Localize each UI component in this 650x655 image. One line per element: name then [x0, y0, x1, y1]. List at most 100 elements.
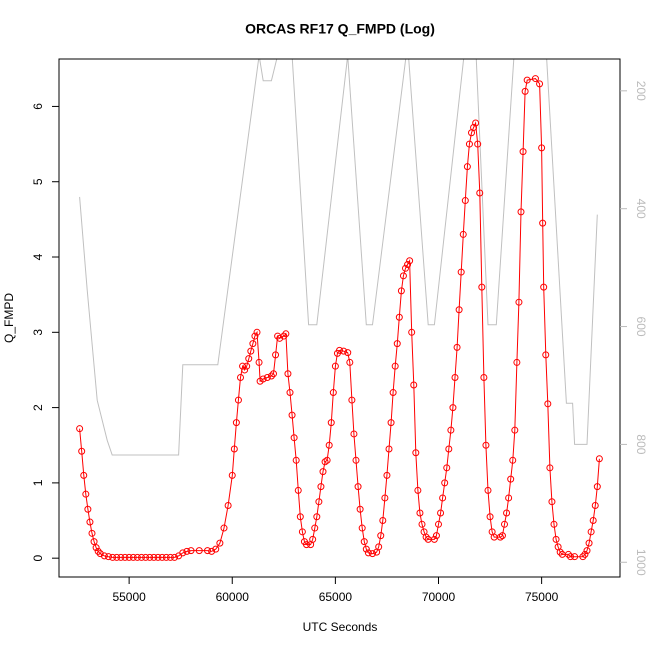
data-point [451, 373, 459, 381]
data-point [496, 533, 504, 541]
data-point [313, 513, 321, 521]
data-point [404, 261, 412, 269]
data-point [86, 518, 94, 526]
data-point [536, 80, 544, 88]
data-point [255, 358, 263, 366]
data-point [237, 373, 244, 381]
data-point [443, 464, 451, 472]
data-point [220, 524, 228, 532]
data-point [519, 148, 527, 156]
data-point [505, 494, 513, 502]
data-point [216, 539, 224, 547]
data-point [595, 455, 603, 463]
data-point [515, 298, 523, 306]
data-point [379, 517, 387, 525]
data-point [480, 373, 488, 381]
data-point [319, 468, 327, 476]
data-point [377, 532, 385, 540]
data-point [282, 330, 290, 338]
data-point [461, 197, 469, 205]
data-point [432, 532, 440, 540]
data-point [383, 471, 391, 479]
data-point [465, 140, 473, 148]
data-point [542, 351, 550, 359]
data-point [513, 358, 521, 366]
data-point [92, 544, 100, 552]
data-point [552, 535, 560, 543]
data-point [521, 87, 529, 95]
data-point [171, 553, 178, 561]
x-tick-label: 75000 [525, 590, 559, 604]
data-point [408, 328, 416, 336]
data-point [90, 538, 98, 546]
data-point [84, 505, 92, 513]
plot-frame [58, 58, 621, 578]
data-point [391, 362, 399, 370]
data-point [472, 119, 480, 127]
data-point [323, 456, 331, 464]
data-point [259, 375, 267, 383]
plot-area [76, 59, 603, 561]
data-point [354, 483, 362, 491]
data-point [410, 381, 418, 389]
data-point [445, 445, 453, 453]
data-point [298, 528, 306, 536]
data-point [166, 553, 174, 561]
y2-tick-label: 600 [634, 317, 648, 337]
data-point [129, 553, 137, 561]
data-point [78, 447, 86, 455]
data-point [270, 370, 277, 378]
data-point [389, 389, 397, 397]
y2-tick-label: 1000 [634, 549, 648, 576]
data-point [362, 545, 370, 553]
data-point [437, 509, 445, 517]
x-tick-label: 60000 [216, 590, 250, 604]
y-tick-label: 1 [31, 479, 45, 486]
data-point [80, 471, 88, 479]
data-point [482, 441, 490, 449]
data-point [381, 494, 389, 502]
data-point [509, 456, 517, 464]
secondary-line [79, 59, 598, 456]
data-point [195, 547, 203, 555]
data-point [146, 553, 154, 561]
data-point [249, 340, 257, 348]
data-point [251, 332, 259, 340]
data-point [109, 553, 117, 561]
data-point [476, 189, 484, 197]
data-point [591, 501, 599, 509]
data-point [329, 389, 337, 397]
chart-title: ORCAS RF17 Q_FMPD (Log) [245, 21, 435, 37]
data-point [76, 425, 84, 433]
data-line [79, 78, 600, 558]
x-tick-label: 55000 [112, 590, 146, 604]
data-point [544, 400, 552, 408]
data-point [556, 548, 564, 556]
data-point [350, 430, 358, 438]
data-point [245, 355, 253, 363]
data-point [346, 358, 354, 366]
data-point [317, 483, 325, 491]
data-point [331, 362, 339, 370]
x-tick-label: 70000 [422, 590, 456, 604]
data-point [356, 505, 364, 513]
data-point [187, 547, 195, 555]
data-point [336, 346, 343, 354]
data-point [179, 549, 187, 557]
data-point [511, 426, 519, 434]
x-axis-label: UTC Seconds [303, 620, 378, 634]
data-point [311, 524, 319, 532]
data-point [234, 396, 242, 404]
data-point [453, 343, 461, 351]
data-point [105, 553, 112, 561]
data-point [539, 219, 547, 227]
data-point [286, 389, 294, 397]
data-point [133, 553, 141, 561]
data-point [414, 486, 422, 494]
data-point [253, 328, 261, 336]
data-point [548, 498, 556, 506]
y2-tick-label: 400 [634, 199, 648, 219]
data-point [435, 520, 442, 528]
data-point [239, 362, 247, 370]
